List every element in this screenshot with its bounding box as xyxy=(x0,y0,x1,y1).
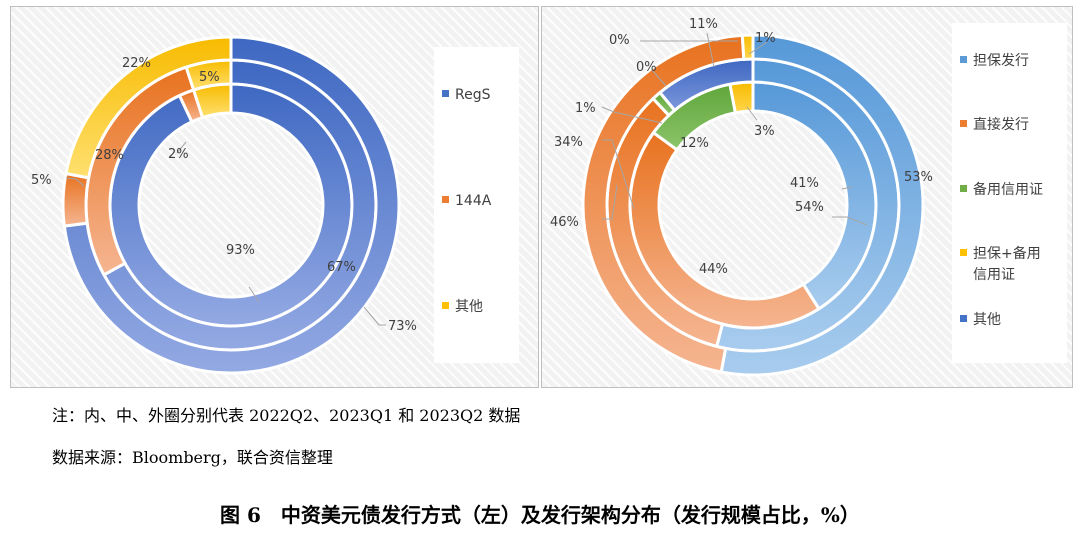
legend-item-regs: RegS xyxy=(442,85,491,106)
legend-item-guarantee: 担保发行 xyxy=(960,51,1029,72)
legend-swatch xyxy=(442,195,449,203)
label-sblc-outer: 0% xyxy=(609,33,630,48)
label-regs-outer: 73% xyxy=(388,319,417,334)
legend-label: 担保+备用 信用证 xyxy=(973,246,1041,283)
label-other-middle: 11% xyxy=(689,17,718,32)
legend-item-other: 其他 xyxy=(442,297,483,318)
legend-swatch xyxy=(442,89,449,97)
leader-line xyxy=(748,41,768,55)
label-regs-middle: 67% xyxy=(327,260,356,275)
left-legend: RegS 144A 其他 xyxy=(434,47,519,363)
note-rings: 注：内、中、外圈分别代表 2022Q2、2023Q1 和 2023Q2 数据 xyxy=(52,406,521,425)
legend-swatch xyxy=(960,248,967,256)
leader-line xyxy=(651,69,667,87)
label-direct-middle: 34% xyxy=(554,135,583,150)
legend-item-sblc: 备用信用证 xyxy=(960,180,1043,201)
leader-line xyxy=(363,306,386,326)
ring-3-segment-guarantee-sblc xyxy=(740,33,755,61)
leader-line xyxy=(65,177,85,187)
legend-swatch xyxy=(960,184,967,192)
label-direct-inner: 44% xyxy=(699,262,728,277)
legend-swatch xyxy=(960,119,967,127)
right-chart-panel: 41% 54% 53% 44% 34% 46% 12% 1% 0% 3% 0% … xyxy=(541,6,1073,388)
leader-line xyxy=(601,106,663,124)
ring-1-segment-guarantee-sblc xyxy=(728,80,755,115)
leader-line xyxy=(746,106,758,121)
ring-3-segment-regs xyxy=(62,35,401,375)
label-guarantee-middle: 54% xyxy=(795,200,824,215)
legend-item-direct: 直接发行 xyxy=(960,115,1029,136)
label-regs-inner: 93% xyxy=(226,243,255,258)
left-chart-panel: 93% 67% 73% 2% 28% 5% 5% 22% RegS 144A 其… xyxy=(10,6,539,388)
leader-line xyxy=(602,139,635,210)
legend-label: RegS xyxy=(455,87,491,103)
label-144a-outer: 5% xyxy=(31,173,52,188)
label-guar-sblc-inner: 3% xyxy=(754,124,775,139)
figure-caption: 图 6 中资美元债发行方式（左）及发行架构分布（发行规模占比，%） xyxy=(220,503,860,527)
leader-line xyxy=(841,186,853,190)
ring-3-segment-144a xyxy=(61,171,91,228)
leader-line xyxy=(706,32,715,68)
legend-label: 直接发行 xyxy=(973,117,1029,133)
legend-item-other: 其他 xyxy=(960,310,1001,331)
legend-label: 144A xyxy=(455,193,492,209)
ring-3-segment-other xyxy=(64,35,233,180)
leader-line xyxy=(248,286,260,303)
left-donut-chart: 93% 67% 73% 2% 28% 5% 5% 22% xyxy=(31,35,417,375)
label-144a-middle: 28% xyxy=(95,148,124,163)
label-guar-sblc-outer: 1% xyxy=(755,31,776,46)
legend-label: 备用信用证 xyxy=(973,182,1043,198)
label-guar-sblc-middle: 0% xyxy=(636,60,657,75)
leader-line xyxy=(176,141,187,154)
leader-line xyxy=(832,216,868,226)
legend-item-144a: 144A xyxy=(442,191,491,212)
label-other-middle: 22% xyxy=(122,56,151,71)
label-144a-inner: 2% xyxy=(168,147,189,162)
label-guarantee-inner: 41% xyxy=(790,176,819,191)
legend-label: 其他 xyxy=(973,312,1001,328)
label-sblc-middle: 1% xyxy=(575,101,596,116)
legend-swatch xyxy=(960,55,967,63)
label-other-inner: 5% xyxy=(199,70,220,85)
legend-swatch xyxy=(442,301,449,309)
legend-item-guar-sblc: 担保+备用 信用证 xyxy=(960,244,1041,286)
label-sblc-inner: 12% xyxy=(680,136,709,151)
right-legend: 担保发行 直接发行 备用信用证 担保+备用 信用证 其他 xyxy=(952,23,1067,363)
legend-label: 其他 xyxy=(455,299,483,315)
right-donut-chart: 41% 54% 53% 44% 34% 46% 12% 1% 0% 3% 0% … xyxy=(550,17,933,377)
label-direct-outer: 46% xyxy=(550,215,579,230)
label-guarantee-outer: 53% xyxy=(904,170,933,185)
leader-line xyxy=(602,184,618,220)
note-source: 数据来源：Bloomberg，联合资信整理 xyxy=(52,448,333,467)
legend-swatch xyxy=(960,314,967,322)
legend-label: 担保发行 xyxy=(973,53,1029,69)
